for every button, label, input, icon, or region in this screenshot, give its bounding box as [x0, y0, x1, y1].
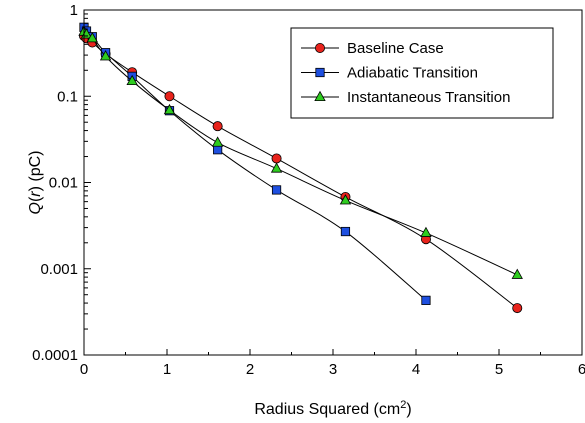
y-axis-title-r: r — [27, 191, 44, 197]
data-point-instantaneous-transition — [126, 74, 138, 86]
legend: Baseline Case Adiabatic Transition Instant… — [290, 27, 554, 119]
data-point-adiabatic-transition — [340, 226, 351, 237]
legend-label: Adiabatic Transition — [347, 65, 478, 82]
legend-entry-instantaneous-transition: Instantaneous Transition — [301, 89, 510, 106]
y-tick-label: 0.0001 — [32, 347, 78, 364]
x-tick-label: 4 — [412, 361, 420, 378]
x-tick-label: 0 — [80, 361, 88, 378]
legend-marker — [314, 90, 326, 101]
x-axis-title-suffix: ) — [406, 401, 411, 418]
data-point-instantaneous-transition — [270, 162, 283, 173]
x-axis-ticks: 0 1 2 3 4 5 6 — [80, 349, 585, 378]
series-instantaneous-transition — [78, 25, 523, 279]
legend-entry-baseline-case: Baseline Case — [301, 40, 444, 57]
x-tick-label: 1 — [163, 361, 171, 378]
x-axis-title-superscript: 2 — [400, 399, 406, 411]
data-point-instantaneous-transition — [211, 136, 224, 147]
x-tick-label: 6 — [578, 361, 585, 378]
x-tick-label: 5 — [495, 361, 503, 378]
y-tick-label: 0.001 — [40, 261, 78, 278]
data-point-instantaneous-transition — [511, 268, 523, 279]
x-axis-title-main: Radius Squared (cm — [254, 401, 400, 418]
x-tick-label: 3 — [329, 361, 337, 378]
y-axis-title-q: Q — [27, 202, 44, 214]
y-tick-label: 0.1 — [57, 88, 78, 105]
data-point-baseline-case — [512, 303, 523, 314]
data-point-instantaneous-transition — [163, 103, 176, 115]
data-point-baseline-case — [212, 121, 223, 132]
data-point-adiabatic-transition — [421, 295, 431, 305]
x-tick-label: 2 — [246, 361, 254, 378]
data-point-instantaneous-transition — [420, 226, 432, 237]
data-point-adiabatic-transition — [213, 145, 223, 155]
y-axis-title-open: ( — [27, 196, 44, 202]
legend-marker — [314, 43, 325, 54]
legend-marker — [315, 67, 325, 78]
data-point-instantaneous-transition — [339, 194, 352, 205]
y-tick-label: 0.01 — [49, 175, 78, 192]
legend-entry-adiabatic-transition: Adiabatic Transition — [301, 65, 478, 82]
y-tick-label: 1 — [70, 2, 78, 19]
y-axis-ticks: 1 0.1 0.01 0.001 0.0001 — [32, 2, 91, 364]
y-axis-title: Q(r) (pC) — [27, 151, 44, 215]
data-point-instantaneous-transition — [86, 32, 98, 43]
data-point-instantaneous-transition — [99, 50, 112, 61]
legend-entries: Baseline Case Adiabatic Transition Instant… — [301, 40, 510, 106]
x-axis-title: Radius Squared (cm2) — [254, 399, 411, 418]
legend-label: Baseline Case — [347, 40, 444, 57]
data-point-baseline-case — [271, 153, 282, 164]
data-point-adiabatic-transition — [271, 185, 282, 195]
data-point-baseline-case — [164, 91, 175, 102]
legend-label: Instantaneous Transition — [347, 89, 510, 106]
y-axis-title-close: ) (pC) — [27, 151, 44, 192]
